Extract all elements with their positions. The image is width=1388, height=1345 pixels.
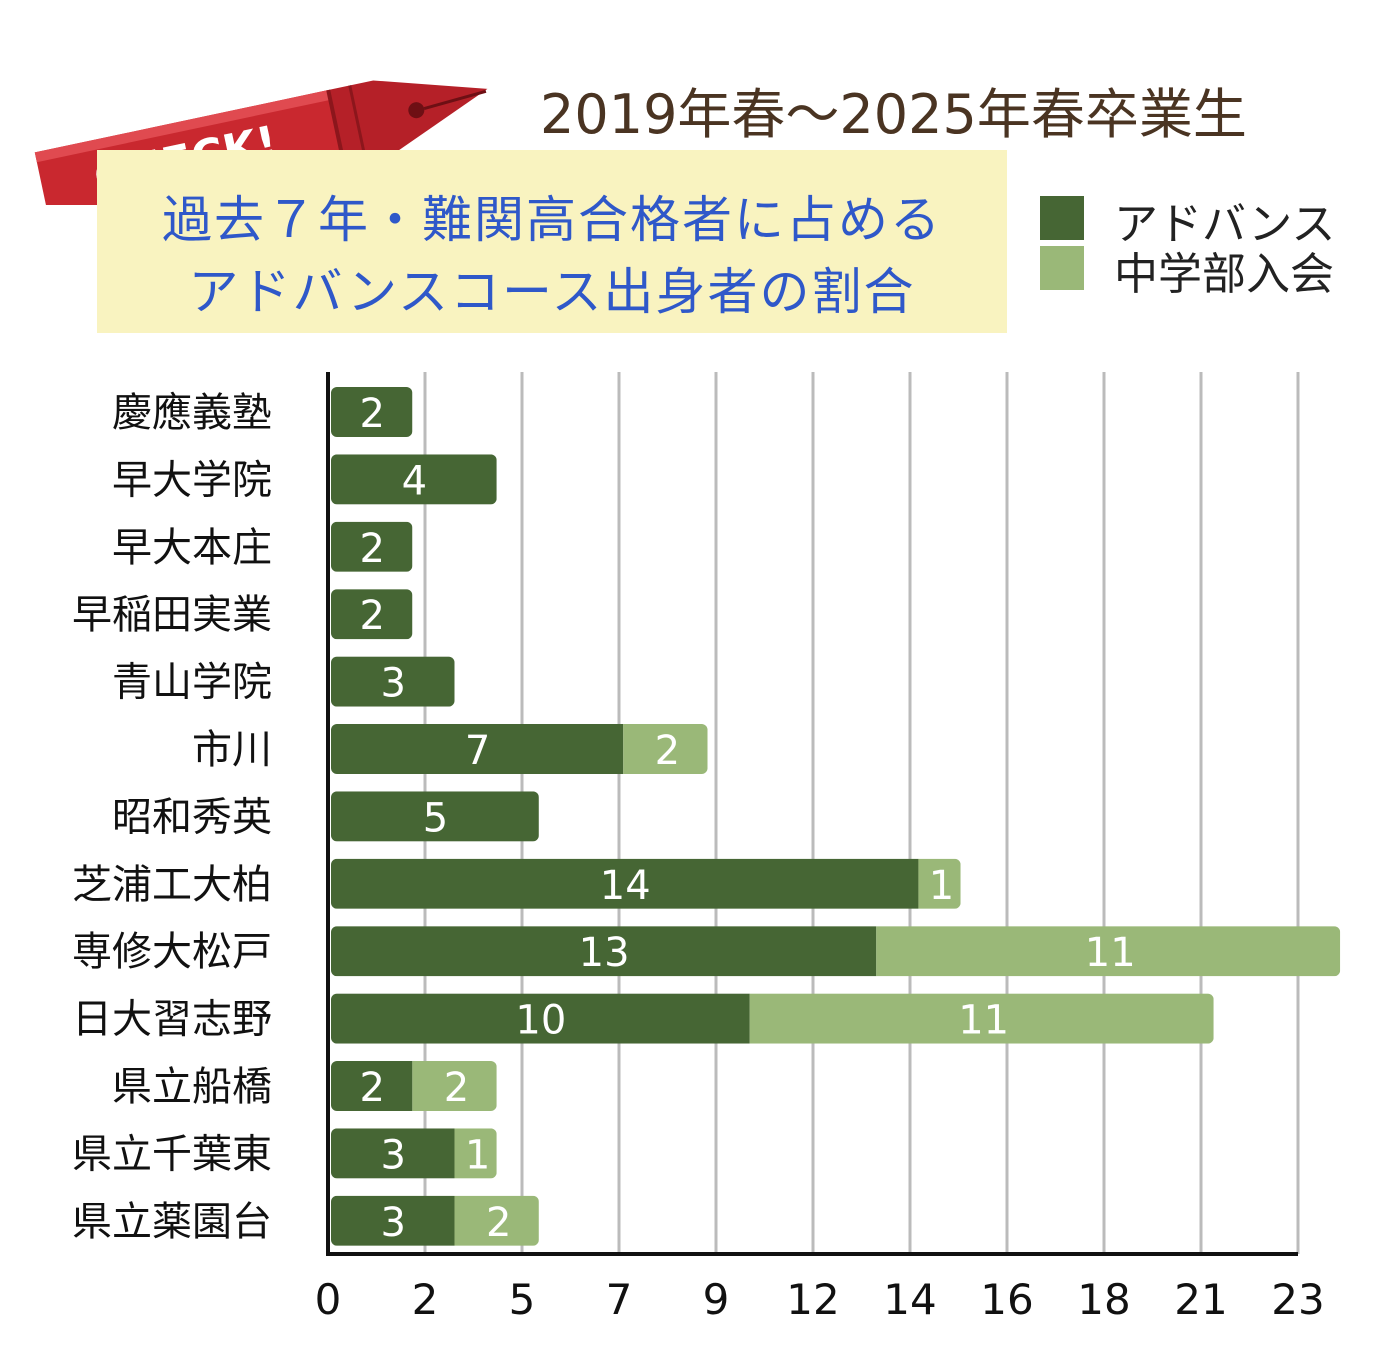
bar-value-label: 1: [465, 1132, 490, 1178]
bar-segment-middle: [454, 1195, 539, 1246]
bar-segment-middle: [749, 993, 1214, 1044]
x-tick-label: 14: [883, 1275, 936, 1324]
bar-value-label: 13: [579, 930, 630, 976]
legend-label-middle: 中学部入会: [1114, 249, 1334, 300]
x-tick-label: 21: [1174, 1275, 1227, 1324]
subtitle-line-1: 過去７年・難関高合格者に占める: [162, 191, 942, 249]
badge-highlight: [34, 90, 331, 163]
bar-value-label: 4: [402, 458, 427, 504]
legend-item-advance: アドバンス: [1040, 192, 1380, 250]
category-label: 県立薬園台: [72, 1199, 272, 1245]
bar-segment-middle: [623, 724, 708, 774]
bar-segment-advance: [331, 454, 497, 505]
x-tick-label: 16: [980, 1275, 1033, 1324]
bar-value-label: 2: [359, 391, 384, 437]
category-label: 早稲田実業: [72, 592, 272, 638]
category-label: 早大本庄: [112, 525, 272, 571]
bar-segment-advance: [331, 387, 413, 437]
bar-segment-advance: [331, 926, 877, 977]
bar-value-label: 10: [515, 998, 566, 1044]
bar-value-label: 14: [600, 863, 651, 909]
category-label: 昭和秀英: [112, 794, 272, 840]
bar-segment-advance: [331, 521, 413, 572]
x-tick-label: 5: [509, 1275, 536, 1324]
bar-value-label: 2: [444, 1065, 469, 1111]
bar-value-label: 5: [423, 795, 448, 841]
bar-segment-advance: [331, 589, 413, 640]
bar-value-label: 2: [655, 728, 680, 774]
bar-segment-advance: [331, 1128, 455, 1179]
x-tick-label: 7: [606, 1275, 633, 1324]
bar-value-label: 11: [1085, 930, 1136, 976]
legend-swatch-middle: [1040, 246, 1084, 290]
bar-value-label: 3: [381, 1200, 406, 1246]
category-label: 慶應義塾: [112, 390, 272, 436]
bar-segment-advance: [331, 858, 919, 909]
bar-value-label: 2: [359, 1065, 384, 1111]
bar-value-label: 2: [359, 593, 384, 639]
category-label: 県立千葉東: [72, 1131, 272, 1177]
x-tick-label: 9: [703, 1275, 730, 1324]
category-label: 市川: [192, 727, 272, 773]
bar-value-label: 2: [486, 1200, 511, 1246]
legend-swatch-advance: [1040, 196, 1084, 240]
bar-segment-advance: [331, 724, 624, 774]
bar-segment-advance: [331, 791, 539, 842]
category-label: 青山学院: [112, 660, 272, 706]
bar-segment-middle: [876, 926, 1341, 977]
bar-value-label: 11: [958, 998, 1009, 1044]
x-tick-label: 0: [315, 1275, 342, 1324]
bar-value-label: 1: [929, 863, 954, 909]
legend-label-advance: アドバンス: [1114, 199, 1336, 250]
category-label: 日大習志野: [72, 997, 272, 1043]
bar-value-label: 3: [381, 661, 406, 707]
bar-value-label: 2: [359, 526, 384, 572]
x-tick-label: 2: [412, 1275, 439, 1324]
bar-segment-advance: [331, 1195, 455, 1246]
bar-value-label: 7: [465, 728, 490, 774]
bar-segment-advance: [331, 1061, 413, 1111]
category-label: 芝浦工大柏: [72, 862, 272, 908]
bar-segment-advance: [331, 993, 750, 1044]
category-label: 早大学院: [112, 457, 272, 503]
bar-segment-advance: [331, 656, 455, 707]
x-tick-label: 18: [1077, 1275, 1130, 1324]
nib-hole-icon: [408, 102, 425, 119]
bar-value-label: 3: [381, 1132, 406, 1178]
bar-segment-middle: [412, 1061, 497, 1111]
bar-segment-middle: [454, 1128, 497, 1179]
category-label: 専修大松戸: [72, 929, 272, 975]
subtitle-line-2: アドバンスコース出身者の割合: [188, 263, 916, 321]
category-label: 県立船橋: [112, 1064, 272, 1110]
period-title: 2019年春〜2025年春卒業生: [540, 83, 1247, 146]
legend-item-middle: 中学部入会: [1040, 242, 1380, 300]
legend: アドバンス 中学部入会: [1040, 192, 1380, 302]
subtitle-box: 過去７年・難関高合格者に占める アドバンスコース出身者の割合: [97, 150, 1007, 333]
bar-segment-middle: [918, 858, 961, 909]
x-tick-label: 23: [1271, 1275, 1324, 1324]
x-tick-label: 12: [786, 1275, 839, 1324]
